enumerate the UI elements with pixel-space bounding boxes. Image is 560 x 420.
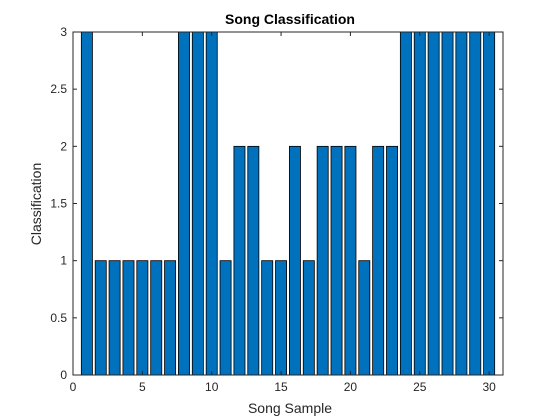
bars-group: [80, 31, 496, 376]
x-tick-label: 15: [274, 380, 288, 394]
y-tick-label: 1: [60, 254, 67, 268]
x-axis-label: Song Sample: [248, 400, 332, 416]
bar-7: [164, 260, 177, 376]
bar-23: [386, 145, 398, 376]
y-tick-label: 0.5: [50, 311, 67, 325]
y-tick-label: 2.5: [50, 82, 67, 96]
chart-title: Song Classification: [225, 11, 355, 27]
x-tick-label: 20: [344, 380, 358, 394]
bar-20: [344, 145, 357, 376]
bar-14: [261, 260, 274, 376]
bar-27: [441, 31, 454, 376]
bar-9: [191, 31, 204, 376]
bar-25: [413, 31, 426, 376]
bar-17: [302, 260, 315, 376]
bar-10: [205, 31, 218, 376]
bar-15: [275, 260, 288, 376]
bar-5: [136, 260, 149, 376]
bar-29: [469, 31, 482, 376]
y-tick-label: 2: [60, 139, 67, 153]
y-tick-label: 1.5: [50, 197, 67, 211]
bar-4: [122, 260, 135, 376]
y-ticks-group: 0 0.5 1 1.5 2 2.5 3: [50, 25, 503, 382]
bar-8: [178, 31, 190, 376]
bar-13: [247, 145, 260, 376]
bar-6: [150, 260, 163, 376]
y-axis-label: Classification: [28, 163, 44, 245]
bar-21: [358, 260, 371, 376]
x-tick-label: 0: [70, 380, 77, 394]
x-tick-label: 30: [482, 380, 496, 394]
bar-11: [219, 260, 232, 376]
bar-19: [330, 145, 343, 376]
bar-22: [372, 145, 385, 376]
bar-26: [427, 31, 440, 376]
y-tick-label: 0: [60, 368, 67, 382]
bar-28: [455, 31, 468, 376]
x-tick-label: 10: [205, 380, 219, 394]
bar-2: [94, 260, 107, 376]
bar-30: [483, 31, 496, 376]
bar-24: [399, 31, 412, 376]
bar-16: [288, 145, 301, 376]
bar-18: [316, 145, 329, 376]
bar-1: [80, 31, 93, 376]
bar-12: [233, 145, 246, 376]
y-tick-label: 3: [60, 25, 67, 39]
bar-3: [108, 260, 121, 376]
x-tick-label: 25: [413, 380, 427, 394]
x-ticks-group: 0 5 10 15 20 25 30: [70, 32, 496, 394]
x-tick-label: 5: [139, 380, 146, 394]
